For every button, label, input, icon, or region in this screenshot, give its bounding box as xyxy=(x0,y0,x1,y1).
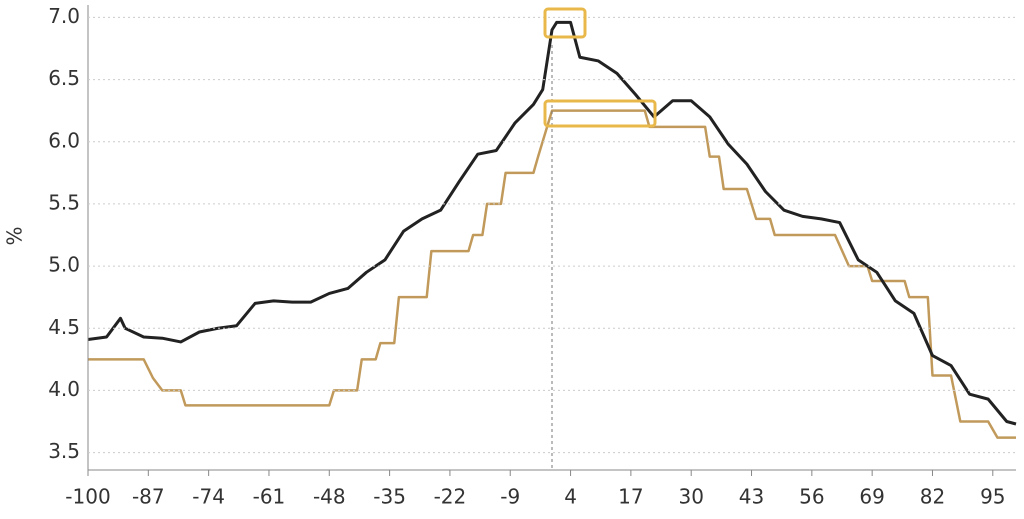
highlight-box xyxy=(543,99,657,128)
y-tick-label: 6.5 xyxy=(48,66,80,90)
x-tick-label: 4 xyxy=(564,485,577,509)
x-tick-label: 56 xyxy=(799,485,824,509)
x-tick-label: 69 xyxy=(859,485,884,509)
y-tick-label: 4.5 xyxy=(48,315,80,339)
y-tick-label: 5.5 xyxy=(48,190,80,214)
series-line xyxy=(87,20,1017,426)
x-tick-label: -61 xyxy=(253,485,286,509)
x-tick-label: 43 xyxy=(739,485,764,509)
x-tick-label: -48 xyxy=(313,485,346,509)
y-tick-label: 7.0 xyxy=(48,4,80,28)
x-tick-label: -35 xyxy=(373,485,406,509)
x-tick-label: 82 xyxy=(920,485,945,509)
x-tick-label: -100 xyxy=(65,485,110,509)
x-tick-label: -74 xyxy=(192,485,225,509)
x-tick-label: -9 xyxy=(500,485,520,509)
y-tick-label: 5.0 xyxy=(48,253,80,277)
highlight-box xyxy=(543,7,587,39)
y-axis-label: % xyxy=(3,226,27,245)
x-tick-label: 95 xyxy=(980,485,1005,509)
x-tick-label: -22 xyxy=(434,485,467,509)
y-tick-label: 6.0 xyxy=(48,128,80,152)
x-tick-label: 30 xyxy=(678,485,703,509)
x-tick-label: 17 xyxy=(618,485,643,509)
y-tick-label: 3.5 xyxy=(48,439,80,463)
x-tick-label: -87 xyxy=(132,485,165,509)
y-tick-label: 4.0 xyxy=(48,377,80,401)
